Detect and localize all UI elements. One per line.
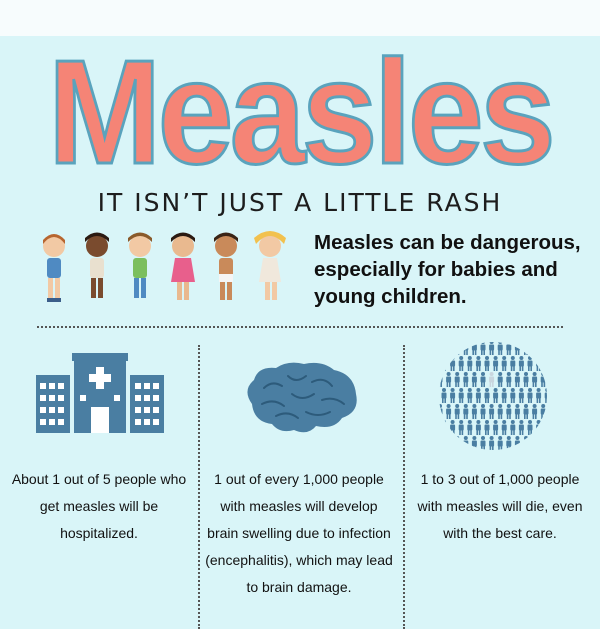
stat-hospitalized: About 1 out of 5 people who get measles … bbox=[11, 471, 187, 541]
children-illustration bbox=[43, 231, 286, 302]
child-6-figure bbox=[254, 231, 286, 300]
subtitle: IT ISN’T JUST A LITTLE RASH bbox=[97, 188, 503, 217]
stat-death: 1 to 3 out of 1,000 people with measles … bbox=[417, 471, 583, 541]
crowd-icon bbox=[439, 342, 547, 450]
child-5-figure bbox=[214, 232, 238, 300]
child-4-figure bbox=[171, 232, 195, 300]
divider-vertical-1 bbox=[198, 345, 200, 629]
page-title: Measles bbox=[47, 30, 558, 195]
child-2-figure bbox=[85, 232, 109, 298]
child-1-figure bbox=[43, 234, 65, 302]
warning-text: Measles can be dangerous, especially for… bbox=[314, 231, 581, 308]
child-3-figure bbox=[128, 232, 152, 298]
stat-encephalitis: 1 out of every 1,000 people with measles… bbox=[205, 471, 393, 595]
hospital-icon bbox=[36, 353, 164, 433]
divider-vertical-2 bbox=[403, 345, 405, 629]
top-band bbox=[0, 0, 600, 36]
divider-horizontal bbox=[37, 326, 563, 328]
brain-icon bbox=[247, 362, 357, 433]
